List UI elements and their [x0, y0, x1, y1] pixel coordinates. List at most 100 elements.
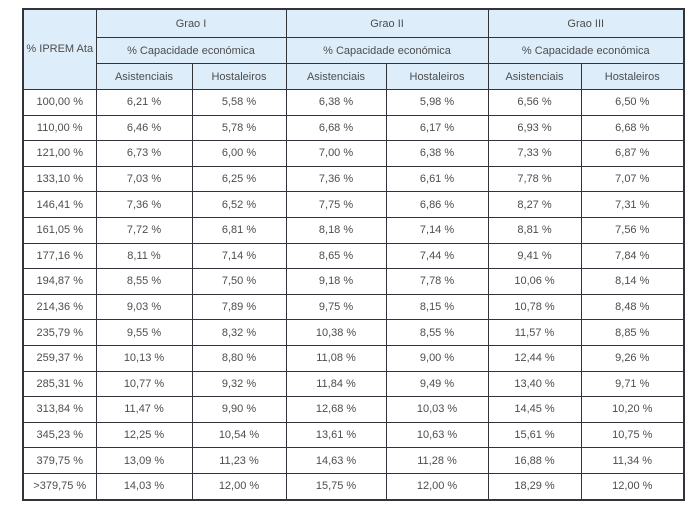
value-cell: 11,57 % [487, 319, 582, 346]
value-cell: 9,90 % [191, 396, 287, 423]
iprem-cell: 345,23 % [22, 421, 97, 449]
value-cell: 5,58 % [191, 89, 287, 116]
value-cell: 10,75 % [580, 421, 685, 449]
value-cell: 6,50 % [580, 89, 685, 116]
group-header-grao-1: Grao I [95, 8, 287, 38]
value-cell: 10,63 % [385, 421, 489, 449]
value-cell: 6,68 % [285, 114, 387, 142]
value-cell: 6,86 % [385, 191, 489, 218]
value-cell: 5,78 % [191, 114, 287, 142]
value-cell: 9,41 % [487, 242, 582, 270]
value-cell: 7,36 % [285, 165, 387, 193]
value-cell: 6,93 % [487, 114, 582, 142]
value-cell: 11,34 % [580, 447, 685, 474]
value-cell: 15,75 % [285, 472, 387, 501]
value-cell: 7,00 % [285, 140, 387, 167]
table-row: 235,79 % 9,55 % 8,32 % 10,38 % 8,55 % 11,57 %… [22, 319, 685, 346]
value-cell: 13,61 % [285, 421, 387, 449]
table-row: 100,00 % 6,21 % 5,58 % 6,38 % 5,98 % 6,56 % 6,… [22, 89, 685, 116]
header-row-capacity: % Capacidade económica % Capacidade econ… [23, 37, 685, 64]
value-cell: 6,56 % [487, 89, 582, 116]
value-cell: 13,40 % [487, 370, 582, 398]
value-cell: 15,61 % [487, 421, 582, 449]
iprem-cell: 379,75 % [22, 447, 97, 474]
value-cell: 7,36 % [95, 191, 193, 218]
table-row: >379,75 % 14,03 % 12,00 % 15,75 % 12,00 % 18,… [22, 472, 685, 501]
value-cell: 7,89 % [191, 293, 287, 321]
col-header-asistenciais-2: Asistenciais [285, 63, 387, 90]
value-cell: 12,00 % [580, 472, 685, 501]
table-row: 345,23 % 12,25 % 10,54 % 13,61 % 10,63 % 15,6… [22, 421, 685, 449]
table-row: 161,05 % 7,72 % 6,81 % 8,18 % 7,14 % 8,81 % 7,… [22, 216, 685, 244]
value-cell: 6,73 % [95, 140, 193, 167]
value-cell: 9,03 % [95, 293, 193, 321]
value-cell: 6,17 % [385, 114, 489, 142]
value-cell: 7,56 % [580, 216, 685, 244]
value-cell: 9,32 % [191, 370, 287, 398]
iprem-cell: 133,10 % [22, 165, 97, 193]
value-cell: 8,55 % [95, 268, 193, 295]
capacity-header-grao-2: % Capacidade económica [285, 37, 489, 64]
value-cell: 6,21 % [95, 89, 193, 116]
value-cell: 10,38 % [285, 319, 387, 346]
value-cell: 10,77 % [95, 370, 193, 398]
value-cell: 18,29 % [487, 472, 582, 501]
value-cell: 8,55 % [385, 319, 489, 346]
value-cell: 9,75 % [285, 293, 387, 321]
header-row-groups: % IPREM Ata Grao I Grao II Grao III [22, 8, 685, 90]
capacity-header-grao-3: % Capacidade económica [487, 37, 685, 64]
value-cell: 8,85 % [580, 319, 685, 346]
value-cell: 5,98 % [385, 89, 489, 116]
iprem-capacity-table-container: % IPREM Ata Grao I Grao II Grao III % Ca… [22, 8, 686, 501]
value-cell: 10,20 % [580, 396, 685, 423]
value-cell: 6,38 % [285, 89, 387, 116]
value-cell: 7,78 % [385, 268, 489, 295]
value-cell: 12,25 % [95, 421, 193, 449]
iprem-cell: 161,05 % [22, 216, 97, 244]
value-cell: 11,84 % [285, 370, 387, 398]
value-cell: 10,78 % [487, 293, 582, 321]
value-cell: 8,80 % [191, 344, 287, 372]
value-cell: 8,27 % [487, 191, 582, 218]
value-cell: 14,45 % [487, 396, 582, 423]
value-cell: 7,78 % [487, 165, 582, 193]
value-cell: 7,84 % [580, 242, 685, 270]
table-row: 146,41 % 7,36 % 6,52 % 7,75 % 6,86 % 8,27 % 7,… [22, 191, 685, 218]
value-cell: 7,14 % [191, 242, 287, 270]
value-cell: 9,71 % [580, 370, 685, 398]
iprem-cell: 194,87 % [22, 268, 97, 295]
table-row: 313,84 % 11,47 % 9,90 % 12,68 % 10,03 % 14,45… [22, 396, 685, 423]
iprem-cell: 121,00 % [22, 140, 97, 167]
value-cell: 11,23 % [191, 447, 287, 474]
value-cell: 7,33 % [487, 140, 582, 167]
col-header-asistenciais-3: Asistenciais [487, 63, 582, 90]
table-row: 194,87 % 8,55 % 7,50 % 9,18 % 7,78 % 10,06 % 8… [22, 268, 685, 295]
group-header-grao-3: Grao III [487, 8, 685, 38]
value-cell: 8,18 % [285, 216, 387, 244]
iprem-capacity-table: % IPREM Ata Grao I Grao II Grao III % Ca… [22, 8, 686, 501]
iprem-cell: 177,16 % [22, 242, 97, 270]
value-cell: 6,87 % [580, 140, 685, 167]
iprem-cell: 285,31 % [22, 370, 97, 398]
col-header-hostaleiros-3: Hostaleiros [580, 63, 685, 90]
table-body: 100,00 % 6,21 % 5,58 % 6,38 % 5,98 % 6,56 % 6,… [22, 89, 685, 501]
col-header-hostaleiros-1: Hostaleiros [191, 63, 287, 90]
value-cell: 6,00 % [191, 140, 287, 167]
header-row-subcolumns: Asistenciais Hostaleiros Asistenciais Ho… [23, 63, 685, 90]
value-cell: 7,50 % [191, 268, 287, 295]
value-cell: 8,32 % [191, 319, 287, 346]
table-row: 214,36 % 9,03 % 7,89 % 9,75 % 8,15 % 10,78 % 8… [22, 293, 685, 321]
table-row: 285,31 % 10,77 % 9,32 % 11,84 % 9,49 % 13,40 … [22, 370, 685, 398]
table-row: 177,16 % 8,11 % 7,14 % 8,65 % 7,44 % 9,41 % 7,… [22, 242, 685, 270]
value-cell: 12,68 % [285, 396, 387, 423]
iprem-cell: >379,75 % [22, 472, 97, 501]
value-cell: 7,72 % [95, 216, 193, 244]
table-header: % IPREM Ata Grao I Grao II Grao III % Ca… [22, 8, 685, 90]
value-cell: 6,61 % [385, 165, 489, 193]
iprem-corner-header: % IPREM Ata [22, 8, 97, 90]
iprem-cell: 214,36 % [22, 293, 97, 321]
value-cell: 13,09 % [95, 447, 193, 474]
value-cell: 7,03 % [95, 165, 193, 193]
table-row: 259,37 % 10,13 % 8,80 % 11,08 % 9,00 % 12,44 … [22, 344, 685, 372]
value-cell: 16,88 % [487, 447, 582, 474]
